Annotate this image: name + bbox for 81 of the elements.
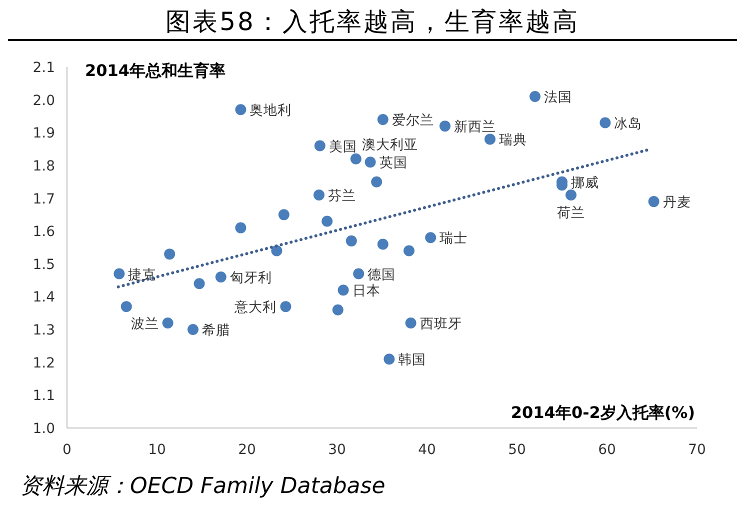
annotation: 捷克 [128,266,156,283]
point [371,176,382,188]
annotation: 英国 [379,155,408,172]
y-tick-label: 1.5 [32,256,55,273]
annotation: 瑞士 [440,230,468,247]
point [384,354,395,365]
point [364,156,376,168]
point [648,196,660,208]
point [278,209,290,220]
point [600,117,611,128]
annotation: 韩国 [398,352,426,368]
point [377,114,388,126]
x-tick-label: 0 [62,442,72,458]
annotation: 法国 [544,90,572,106]
y-tick-label: 1.1 [32,388,55,404]
point [114,268,125,280]
annotation: 美国 [328,138,357,155]
chart-title: 图表58：入托率越高，生育率越高 [166,7,580,36]
point [120,301,132,312]
y-tick-label: 2.0 [32,92,55,109]
y-axis-title: 2014年总和生育率 [85,61,226,80]
point [162,317,174,328]
point [353,268,364,280]
point [332,304,344,316]
annotation: 奥地利 [250,102,292,119]
x-tick-label: 30 [328,442,346,458]
point [271,245,282,256]
point [194,278,205,290]
y-tick-label: 1.9 [32,126,55,142]
point [484,134,496,145]
x-tick-label: 20 [238,442,256,458]
y-tick-label: 1.2 [32,355,55,372]
y-tick-label: 1.6 [32,224,56,240]
point [405,317,416,328]
annotation: 匈牙利 [230,270,272,286]
point [404,245,414,256]
annotation: 日本 [352,283,380,300]
annotation: 德国 [368,266,396,283]
annotation: 新西兰 [454,119,496,136]
annotation: 西班牙 [420,316,462,332]
x-tick-label: 70 [688,442,706,458]
annotation: 澳大利亚 [362,136,418,153]
point [188,324,198,336]
point [377,238,388,250]
text: 资料来源：OECD Family Database [20,474,386,499]
point [322,216,333,227]
point [346,235,357,246]
x-tick-label: 10 [148,442,166,458]
point [280,301,292,312]
x-tick-label: 60 [598,442,616,458]
x-tick-label: 50 [508,442,526,458]
y-tick-label: 1.8 [32,158,55,174]
x-tick-label: 40 [418,442,436,458]
annotation: 丹麦 [662,194,691,211]
point [164,248,176,260]
y-tick-label: 1.4 [32,290,56,306]
point [235,222,246,234]
y-tick-label: 2.1 [32,60,55,76]
point [235,104,246,116]
annotation: 意大利 [234,300,277,316]
point [338,284,349,296]
annotation: 芬兰 [328,188,356,204]
point [425,232,436,244]
point [530,91,540,102]
annotation: 瑞典 [499,132,527,148]
point [215,272,226,283]
annotation: 爱尔兰 [392,112,434,129]
annotation: 冰岛 [614,116,642,132]
annotation: 挪威 [571,174,599,191]
y-tick-label: 1.7 [32,191,55,208]
annotation: 波兰 [130,316,159,332]
y-tick-label: 1.0 [32,421,55,437]
point [314,189,324,200]
point [314,140,326,152]
annotation: 荷兰 [557,204,585,221]
point [440,120,450,132]
y-tick-label: 1.3 [32,322,55,339]
x-axis-title: 2014年0-2岁入托率(%) [510,403,695,422]
point [350,153,362,164]
point [566,189,576,200]
annotation: 希腊 [202,322,230,339]
